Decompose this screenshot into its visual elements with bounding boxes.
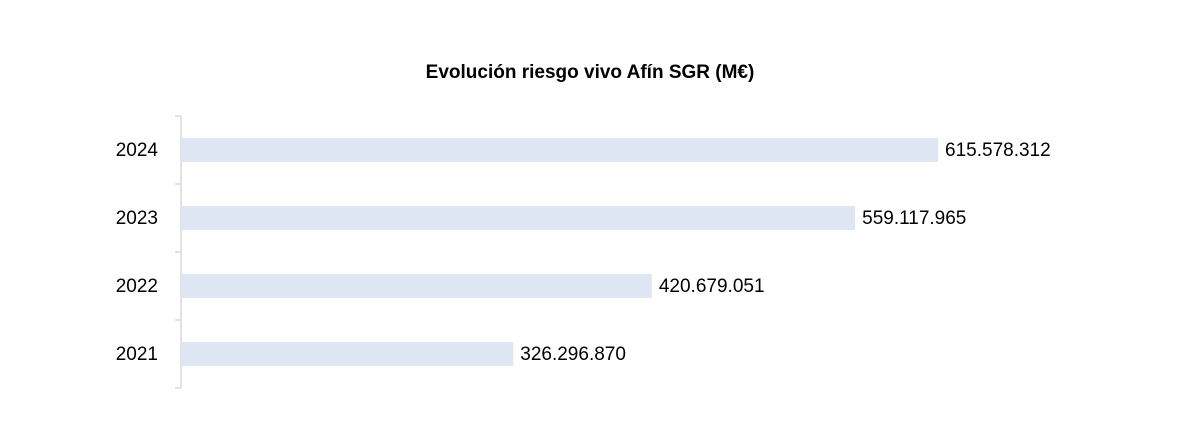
bar	[181, 342, 514, 366]
value-label: 420.679.051	[659, 276, 765, 297]
y-tick-label: 2023	[116, 208, 158, 229]
bar	[181, 274, 652, 298]
value-label: 326.296.870	[520, 344, 626, 365]
value-label: 559.117.965	[862, 208, 966, 229]
chart-title: Evolución riesgo vivo Afín SGR (M€)	[426, 62, 755, 83]
y-tick-label: 2021	[116, 344, 158, 365]
value-label: 615.578.312	[945, 140, 1051, 161]
bar	[181, 138, 939, 162]
y-tick-label: 2022	[116, 276, 158, 297]
y-tick-label: 2024	[116, 140, 159, 161]
bar	[181, 206, 856, 230]
